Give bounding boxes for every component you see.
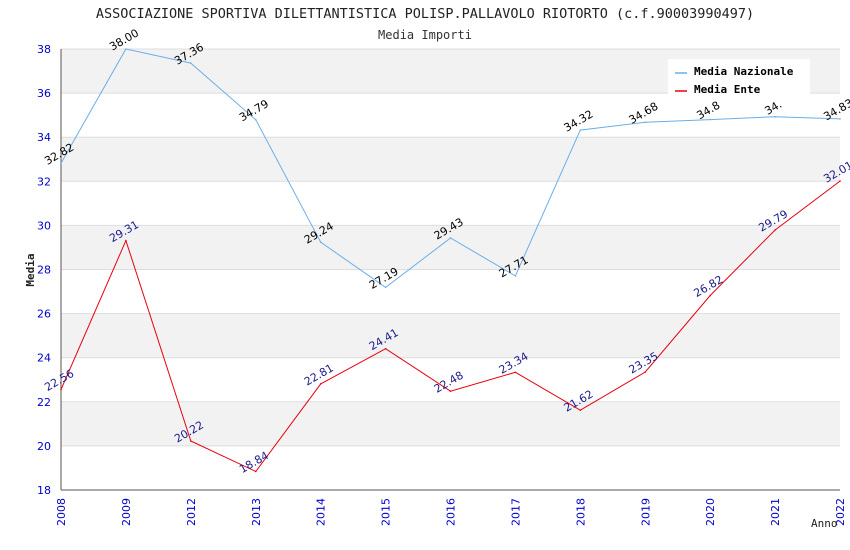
data-point — [384, 347, 387, 350]
legend-label-media-nazionale: Media Nazionale — [694, 65, 794, 78]
data-point — [514, 275, 517, 277]
data-point — [190, 440, 192, 442]
x-tick-label: 2020 — [704, 498, 717, 526]
data-point — [449, 390, 452, 393]
data-label: 18.84 — [237, 449, 271, 476]
data-point — [190, 62, 192, 64]
y-tick-label: 38 — [37, 43, 51, 56]
data-label: 26.82 — [692, 273, 726, 300]
data-point — [774, 229, 776, 231]
x-tick-label: 2009 — [120, 498, 133, 526]
y-tick-label: 28 — [37, 264, 51, 277]
data-label: 22.48 — [432, 369, 466, 396]
y-tick-label: 34 — [37, 131, 51, 144]
x-tick-label: 2012 — [185, 498, 198, 526]
chart-subtitle: Media Importi — [378, 28, 472, 42]
data-point — [644, 121, 647, 124]
x-tick-label: 2008 — [55, 498, 68, 526]
x-tick-label: 2013 — [250, 498, 263, 526]
legend-label-media-ente: Media Ente — [694, 83, 761, 96]
data-point — [839, 118, 841, 120]
y-tick-label: 26 — [37, 308, 51, 321]
data-point — [254, 118, 257, 121]
band-1 — [61, 401, 840, 446]
data-point — [774, 115, 776, 118]
y-tick-label: 18 — [37, 484, 51, 497]
x-tick-label: 2014 — [315, 498, 328, 526]
x-axis-label: Anno — [811, 517, 838, 530]
background-bands — [61, 49, 840, 446]
series-lines — [60, 48, 841, 473]
data-point — [709, 294, 711, 297]
gridlines — [61, 48, 840, 491]
data-point — [60, 388, 62, 391]
band-5 — [61, 225, 840, 270]
data-point — [644, 371, 647, 373]
data-label: 22.56 — [42, 367, 76, 394]
x-tick-label: 2021 — [769, 498, 782, 526]
data-label: 34. — [763, 98, 785, 118]
data-point — [319, 241, 322, 243]
axes — [60, 49, 840, 491]
y-tick-label: 32 — [37, 175, 51, 188]
x-tick-label: 2019 — [639, 498, 652, 526]
data-point — [384, 286, 387, 289]
x-tick-label: 2016 — [445, 498, 458, 526]
x-tick-label: 2022 — [834, 498, 847, 526]
y-tick-label: 24 — [37, 352, 51, 365]
data-label: 34.83 — [821, 96, 850, 123]
y-tick-label: 30 — [37, 219, 51, 232]
data-point — [579, 129, 582, 131]
data-label: 34.32 — [562, 108, 596, 135]
x-tick-label: 2015 — [380, 498, 393, 526]
legend: Media Nazionale Media Ente — [668, 59, 810, 97]
legend-box — [668, 59, 810, 97]
data-point — [449, 237, 452, 239]
band-7 — [61, 137, 840, 182]
data-point — [254, 470, 257, 473]
y-tick-label: 36 — [37, 87, 51, 100]
data-point — [514, 371, 517, 374]
data-point — [60, 162, 62, 165]
x-tick-label: 2017 — [509, 498, 522, 526]
x-tick-label: 2018 — [574, 498, 587, 526]
data-point — [579, 409, 582, 411]
data-point — [839, 180, 841, 182]
data-label: 34.79 — [237, 97, 271, 124]
y-axis-label: Media — [24, 253, 37, 286]
band-3 — [61, 313, 840, 358]
y-tick-label: 22 — [37, 396, 51, 409]
data-point — [125, 48, 127, 50]
data-point — [125, 239, 127, 242]
data-point — [319, 383, 322, 385]
chart-title: ASSOCIAZIONE SPORTIVA DILETTANTISTICA PO… — [96, 6, 754, 22]
y-tick-label: 20 — [37, 440, 51, 453]
data-point — [709, 118, 711, 121]
data-label: 22.81 — [302, 361, 336, 388]
